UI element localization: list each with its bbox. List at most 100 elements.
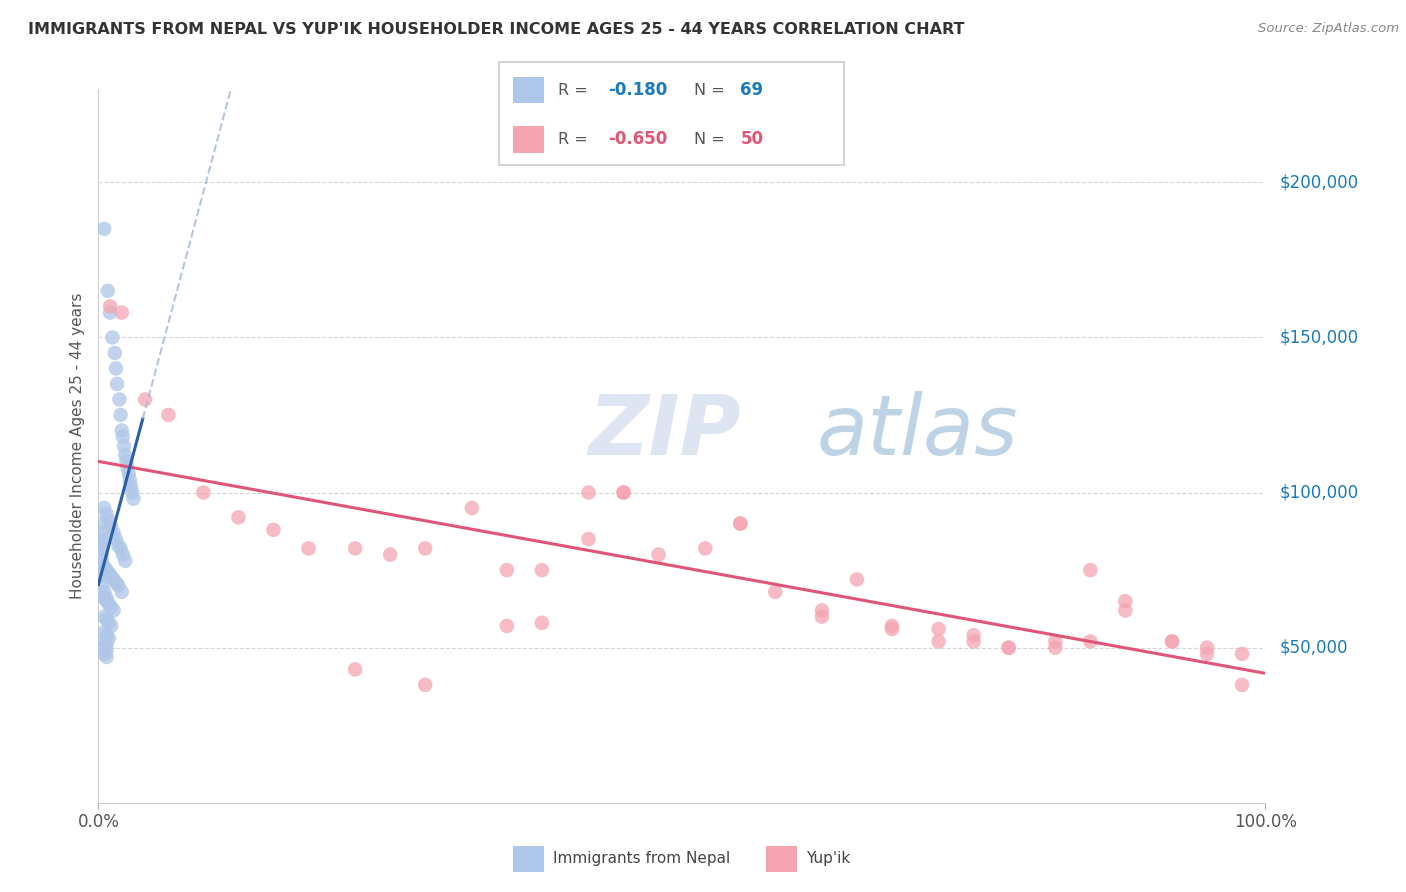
- Point: [121, 485, 143, 500]
- Y-axis label: Householder Income Ages 25 - 44 years: Householder Income Ages 25 - 44 years: [70, 293, 86, 599]
- Point: [96, 638, 118, 652]
- Point: [578, 485, 600, 500]
- Point: [93, 634, 115, 648]
- Point: [115, 454, 138, 468]
- Point: [111, 584, 134, 599]
- Point: [93, 647, 115, 661]
- Text: $150,000: $150,000: [1279, 328, 1358, 346]
- Point: [1045, 640, 1067, 655]
- FancyBboxPatch shape: [513, 126, 544, 153]
- Point: [228, 510, 250, 524]
- Point: [93, 560, 115, 574]
- Text: Source: ZipAtlas.com: Source: ZipAtlas.com: [1258, 22, 1399, 36]
- Point: [297, 541, 319, 556]
- Point: [413, 678, 436, 692]
- Point: [612, 485, 634, 500]
- Point: [730, 516, 752, 531]
- Point: [96, 644, 118, 658]
- Point: [93, 584, 115, 599]
- Point: [105, 376, 128, 391]
- Point: [103, 525, 125, 540]
- Point: [811, 603, 834, 617]
- Point: [845, 573, 868, 587]
- Point: [100, 619, 122, 633]
- Point: [1045, 634, 1067, 648]
- Text: Yup'ik: Yup'ik: [806, 852, 849, 866]
- FancyBboxPatch shape: [513, 77, 544, 103]
- Point: [96, 591, 118, 605]
- Text: R =: R =: [558, 83, 592, 97]
- Point: [93, 222, 115, 236]
- Text: IMMIGRANTS FROM NEPAL VS YUP'IK HOUSEHOLDER INCOME AGES 25 - 44 YEARS CORRELATIO: IMMIGRANTS FROM NEPAL VS YUP'IK HOUSEHOL…: [28, 22, 965, 37]
- Point: [1161, 634, 1184, 648]
- Point: [97, 513, 120, 527]
- Point: [413, 541, 436, 556]
- Point: [90, 535, 112, 549]
- Point: [134, 392, 156, 407]
- Point: [117, 460, 139, 475]
- Point: [112, 439, 135, 453]
- Point: [1195, 640, 1218, 655]
- Text: N =: N =: [693, 83, 730, 97]
- Point: [90, 541, 112, 556]
- Point: [344, 541, 367, 556]
- Point: [928, 634, 950, 648]
- Point: [93, 501, 115, 516]
- Point: [90, 516, 112, 531]
- Point: [612, 485, 634, 500]
- Point: [100, 569, 122, 583]
- Point: [1230, 678, 1253, 692]
- Point: [1161, 634, 1184, 648]
- Point: [695, 541, 717, 556]
- Point: [90, 579, 112, 593]
- Point: [378, 548, 402, 562]
- Point: [100, 600, 122, 615]
- Point: [104, 346, 127, 360]
- Text: ZIP: ZIP: [589, 392, 741, 472]
- Point: [1080, 563, 1102, 577]
- Point: [93, 640, 115, 655]
- Point: [120, 479, 142, 493]
- Point: [93, 560, 115, 574]
- Point: [90, 532, 112, 546]
- Point: [104, 532, 127, 546]
- Point: [193, 485, 215, 500]
- Point: [97, 566, 120, 581]
- Point: [530, 563, 553, 577]
- Point: [111, 548, 134, 562]
- Point: [114, 554, 136, 568]
- Point: [97, 632, 120, 646]
- Point: [997, 640, 1019, 655]
- Point: [104, 575, 127, 590]
- Point: [96, 613, 118, 627]
- Point: [111, 305, 134, 319]
- Point: [114, 448, 136, 462]
- Point: [107, 579, 129, 593]
- Point: [118, 467, 141, 481]
- Point: [880, 622, 903, 636]
- Point: [90, 548, 112, 562]
- Point: [647, 548, 669, 562]
- Point: [96, 628, 118, 642]
- Text: 69: 69: [741, 81, 763, 99]
- Point: [730, 516, 752, 531]
- Point: [997, 640, 1019, 655]
- Point: [97, 597, 120, 611]
- Text: 50: 50: [741, 130, 763, 148]
- Point: [110, 408, 132, 422]
- Text: R =: R =: [558, 132, 592, 147]
- Point: [1230, 647, 1253, 661]
- Text: $50,000: $50,000: [1279, 639, 1348, 657]
- Point: [880, 619, 903, 633]
- Point: [98, 299, 121, 313]
- Point: [111, 424, 134, 438]
- Point: [90, 563, 112, 577]
- Point: [93, 569, 115, 583]
- Point: [96, 508, 118, 522]
- Point: [96, 563, 118, 577]
- Point: [96, 594, 118, 608]
- Point: [93, 591, 115, 605]
- Point: [962, 628, 984, 642]
- Text: atlas: atlas: [815, 392, 1018, 472]
- Point: [90, 554, 112, 568]
